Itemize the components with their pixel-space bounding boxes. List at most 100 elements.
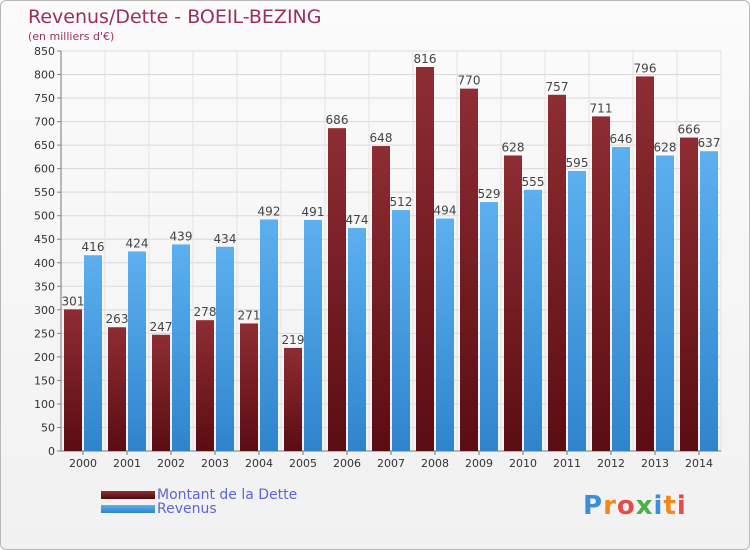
x-tick-label: 2012 [597,457,625,470]
x-tick-label: 2003 [201,457,229,470]
x-tick-label: 2001 [113,457,141,470]
chart-title: Revenus/Dette - BOEIL-BEZING [28,6,322,28]
bar-revenus [656,155,674,451]
bar-revenus [260,219,278,451]
x-tick-label: 2014 [685,457,713,470]
y-tick-label: 350 [34,280,55,293]
bar-revenus [612,147,630,451]
bar-dette [108,327,126,451]
legend-swatch-dette [101,491,155,499]
x-tick-label: 2011 [553,457,581,470]
bar-dette [328,128,346,452]
bar-dette [284,347,302,451]
data-label-revenus: 492 [258,204,281,218]
data-label-dette: 301 [62,294,85,308]
gridlines [60,50,722,452]
data-label-revenus: 512 [390,195,413,209]
data-label-revenus: 434 [214,232,237,246]
bar-chart: 0 50 100 150 200 250 300 350 400 450 500 550 600 650 7… [34,45,722,470]
y-tick-label: 100 [34,398,55,411]
legend-swatch-revenus [101,505,155,513]
bar-dette [196,320,214,451]
x-tick-label: 2004 [245,457,273,470]
x-tick-label: 2008 [421,457,449,470]
data-label-dette: 770 [458,74,481,88]
data-label-revenus: 529 [478,187,501,201]
data-label-revenus: 595 [566,156,589,170]
legend-item-dette: Montant de la Dette [101,487,297,503]
x-tick-label: 2006 [333,457,361,470]
y-tick-label: 450 [34,233,55,246]
y-tick-label: 700 [34,116,55,129]
bar-revenus [568,171,586,451]
bar-dette [416,67,434,451]
bar-dette [504,155,522,451]
data-label-dette: 757 [546,80,569,94]
y-tick-label: 500 [34,210,55,223]
y-tick-label: 800 [34,69,55,82]
y-tick-label: 150 [34,374,55,387]
y-tick-label: 650 [34,139,55,152]
data-label-dette: 666 [678,123,701,137]
data-label-revenus: 494 [434,204,457,218]
x-tick-label: 2009 [465,457,493,470]
bar-revenus [480,202,498,451]
bar-dette [64,309,82,451]
data-label-dette: 816 [414,52,437,66]
bar-dette [460,88,478,451]
data-label-dette: 628 [502,140,525,154]
data-label-revenus: 439 [170,229,193,243]
bar-dette [592,116,610,451]
data-label-revenus: 491 [302,205,325,219]
x-axis: 2000 2001 2002 2003 2004 2005 2006 2007 2008 2009… [69,451,713,470]
data-label-revenus: 637 [698,136,721,150]
x-tick-label: 2013 [641,457,669,470]
x-tick-label: 2002 [157,457,185,470]
bar-revenus [436,218,454,451]
y-tick-label: 250 [34,327,55,340]
proxiti-logo: Proxiti [583,491,687,521]
data-label-dette: 219 [282,333,305,347]
legend-label-dette: Montant de la Dette [157,487,298,503]
bar-dette [680,137,698,451]
y-tick-label: 400 [34,257,55,270]
y-tick-label: 0 [48,445,55,458]
data-label-dette: 796 [634,61,657,75]
bar-revenus [84,255,102,451]
y-axis: 0 50 100 150 200 250 300 350 400 450 500 550 600 650 7… [34,45,721,458]
x-tick-label: 2010 [509,457,537,470]
data-label-dette: 271 [238,308,261,322]
bars: 301 416 263 424 247 439 278 434 271 492 219 491 686 4… [62,52,721,452]
y-tick-label: 600 [34,163,55,176]
bar-revenus [524,189,542,451]
data-label-revenus: 628 [654,140,677,154]
y-tick-label: 850 [34,45,55,58]
bar-revenus [216,246,234,451]
bar-dette [548,94,566,451]
bar-dette [636,76,654,451]
bar-revenus [304,219,322,451]
data-label-revenus: 646 [610,132,633,146]
x-tick-label: 2007 [377,457,405,470]
legend-label-revenus: Revenus [157,501,217,517]
data-label-revenus: 555 [522,175,545,189]
data-label-dette: 247 [150,320,173,334]
bar-dette [152,334,170,451]
data-label-dette: 648 [370,131,393,145]
y-tick-label: 50 [41,421,55,434]
data-label-revenus: 416 [82,240,105,254]
legend-item-revenus: Revenus [101,501,217,517]
x-tick-label: 2000 [69,457,97,470]
bar-revenus [700,151,718,451]
y-tick-label: 300 [34,304,55,317]
bar-dette [240,323,258,451]
x-tick-label: 2005 [289,457,317,470]
bar-revenus [348,227,366,451]
chart-subtitle: (en milliers d'€) [28,30,115,43]
data-label-dette: 711 [590,101,613,115]
bar-revenus [172,244,190,451]
data-label-dette: 686 [326,113,349,127]
bar-dette [372,146,390,451]
data-label-revenus: 474 [346,213,369,227]
